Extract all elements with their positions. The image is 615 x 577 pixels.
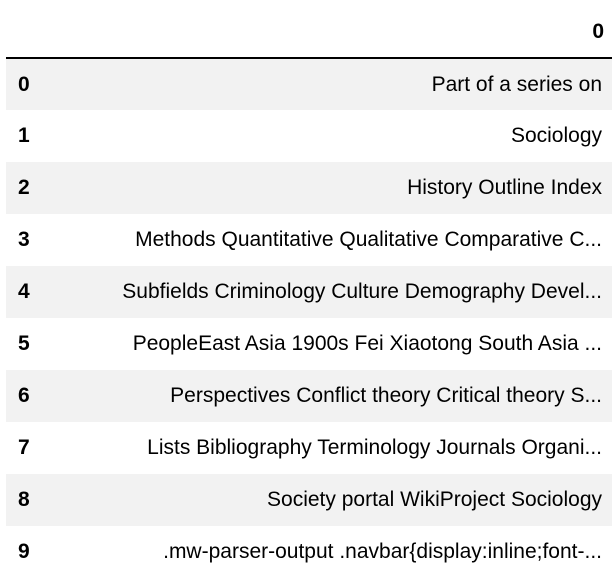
- dataframe-table: 0 0 Part of a series on 1 Sociology 2 Hi…: [6, 6, 612, 577]
- row-index: 3: [18, 228, 30, 251]
- table-row: 9 .mw-parser-output .navbar{display:inli…: [6, 526, 612, 577]
- table-row: 7 Lists Bibliography Terminology Journal…: [6, 422, 612, 474]
- row-index: 8: [18, 488, 30, 511]
- row-index: 6: [18, 384, 30, 407]
- row-index: 4: [18, 280, 30, 303]
- row-index: 2: [18, 176, 30, 199]
- table-row: 3 Methods Quantitative Qualitative Compa…: [6, 214, 612, 266]
- table-row: 6 Perspectives Conflict theory Critical …: [6, 370, 612, 422]
- table-row: 0 Part of a series on: [6, 58, 612, 110]
- row-index: 1: [18, 124, 30, 147]
- index-header: [6, 6, 58, 59]
- table-row: 1 Sociology: [6, 110, 612, 162]
- cell-value: .mw-parser-output .navbar{display:inline…: [163, 540, 602, 563]
- column-header: 0: [58, 6, 612, 59]
- table-row: 4 Subfields Criminology Culture Demograp…: [6, 266, 612, 318]
- cell-value: History Outline Index: [407, 176, 602, 199]
- cell-value: Methods Quantitative Qualitative Compara…: [135, 228, 602, 251]
- cell-value: Perspectives Conflict theory Critical th…: [170, 384, 602, 407]
- cell-value: PeopleEast Asia 1900s Fei Xiaotong South…: [132, 332, 602, 355]
- table-row: 2 History Outline Index: [6, 162, 612, 214]
- table-row: 5 PeopleEast Asia 1900s Fei Xiaotong Sou…: [6, 318, 612, 370]
- row-index: 7: [18, 436, 30, 459]
- table-row: 8 Society portal WikiProject Sociology: [6, 474, 612, 526]
- row-index: 9: [18, 540, 30, 563]
- cell-value: Society portal WikiProject Sociology: [267, 488, 602, 511]
- row-index: 0: [18, 72, 30, 96]
- header-row: 0: [6, 6, 612, 59]
- cell-value: Subfields Criminology Culture Demography…: [122, 280, 602, 303]
- row-index: 5: [18, 332, 30, 355]
- cell-value: Lists Bibliography Terminology Journals …: [147, 436, 602, 459]
- cell-value: Part of a series on: [431, 72, 602, 96]
- cell-value: Sociology: [510, 124, 602, 147]
